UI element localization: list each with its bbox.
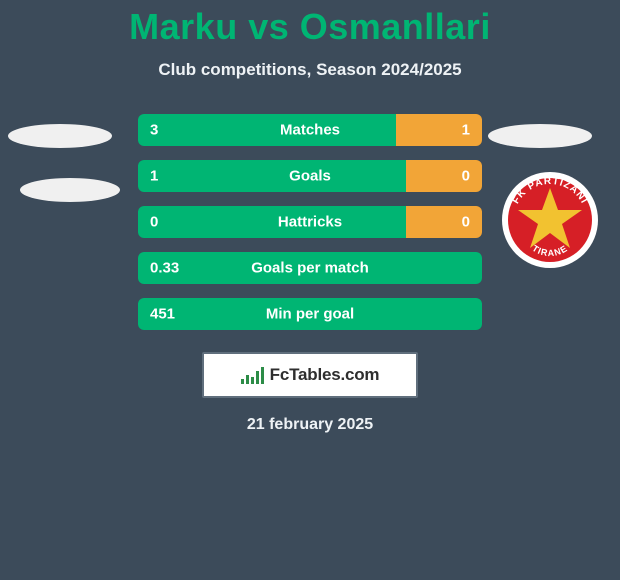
player-avatar-right xyxy=(488,124,592,148)
comparison-card: Marku vs Osmanllari Club competitions, S… xyxy=(0,0,620,580)
subtitle: Club competitions, Season 2024/2025 xyxy=(0,60,620,80)
stat-label: Min per goal xyxy=(266,306,354,323)
stat-segment-left xyxy=(138,206,406,238)
stat-label: Goals per match xyxy=(251,260,369,277)
stat-row: 0 0 Hattricks xyxy=(138,206,482,238)
club-badge-right: FK PARTIZANI TIRANE xyxy=(500,170,600,270)
stat-value-left: 451 xyxy=(150,306,175,323)
footer-date: 21 february 2025 xyxy=(0,416,620,434)
club-badge-left xyxy=(20,178,120,202)
stat-row: 451 Min per goal xyxy=(138,298,482,330)
branding-text: FcTables.com xyxy=(270,365,380,385)
stat-value-right: 0 xyxy=(462,168,470,185)
stat-value-left: 1 xyxy=(150,168,158,185)
stat-value-left: 0.33 xyxy=(150,260,179,277)
stat-segment-right xyxy=(406,160,482,192)
stat-label: Goals xyxy=(289,168,331,185)
stat-label: Matches xyxy=(280,122,340,139)
stat-segment-right xyxy=(406,206,482,238)
stat-value-left: 0 xyxy=(150,214,158,231)
partizani-icon: FK PARTIZANI TIRANE xyxy=(500,170,600,270)
stat-segment-left xyxy=(138,160,406,192)
stat-value-left: 3 xyxy=(150,122,158,139)
stat-value-right: 0 xyxy=(462,214,470,231)
stat-value-right: 1 xyxy=(462,122,470,139)
stat-row: 0.33 Goals per match xyxy=(138,252,482,284)
player-avatar-left xyxy=(8,124,112,148)
stat-row: 1 0 Goals xyxy=(138,160,482,192)
stat-label: Hattricks xyxy=(278,214,342,231)
branding-chart-icon xyxy=(241,366,264,384)
branding-box: FcTables.com xyxy=(202,352,418,398)
stat-segment-left xyxy=(138,114,396,146)
stat-row: 3 1 Matches xyxy=(138,114,482,146)
page-title: Marku vs Osmanllari xyxy=(0,0,620,48)
